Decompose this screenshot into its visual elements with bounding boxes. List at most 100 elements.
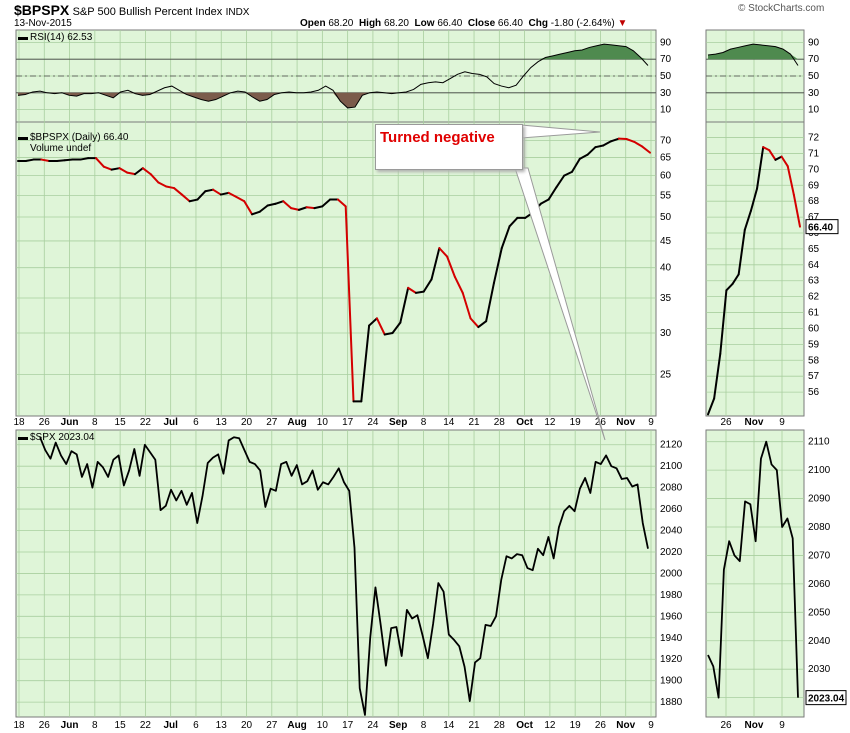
zoom-bpspx-segment	[719, 289, 728, 355]
y-tick-label-spx: 2000	[660, 568, 683, 579]
zoom-y-tick-label-spx: 2050	[808, 607, 831, 618]
zoom-y-tick-label-bp: 62	[808, 292, 820, 303]
high-label: High	[358, 18, 382, 29]
zoom-bpspx-segment	[786, 165, 795, 196]
zoom-y-tick-label-spx: 2070	[808, 550, 831, 561]
bpspx-segment	[578, 153, 589, 160]
zoom-bpspx-segment	[731, 273, 740, 285]
bpspx-segment	[313, 205, 324, 210]
chg-label: Chg	[528, 18, 548, 29]
x-tick-label-spx: Jul	[163, 720, 178, 731]
x-tick-label-spx: 13	[216, 720, 228, 731]
x-tick-label-bp: 28	[494, 417, 506, 428]
zoom-y-tick-label-bp: 65	[808, 244, 820, 255]
y-tick-label-spx: 1900	[660, 676, 683, 687]
y-tick-label-spx: 2060	[660, 504, 683, 515]
zoom-y-tick-label-rsi: 70	[808, 54, 820, 65]
rsi-line	[17, 43, 649, 109]
bpspx-segment	[461, 291, 472, 320]
bpspx-segment	[297, 206, 308, 211]
bpspx-segment	[212, 188, 222, 196]
y-tick-label-spx: 1960	[660, 611, 683, 622]
bpspx-segment	[118, 167, 129, 174]
chg-value: -1.80 (-2.64%)	[550, 18, 615, 29]
x-tick-label-spx: 15	[115, 720, 127, 731]
close-label: Close	[467, 18, 496, 29]
x-tick-label-spx: 22	[140, 720, 152, 731]
y-tick-label-bp: 60	[660, 171, 672, 182]
bpspx-segment	[547, 186, 558, 201]
bpspx-segment	[219, 191, 230, 196]
bpspx-segment	[422, 278, 433, 293]
y-tick-label-spx: 1980	[660, 590, 683, 601]
annotation-text: Turned negative	[380, 129, 495, 146]
zoom-y-tick-label-rsi: 10	[808, 105, 820, 116]
bpspx-segment	[407, 286, 417, 294]
bpspx-segment	[399, 286, 410, 324]
zoom-x-tick-label-bp: 26	[720, 417, 732, 428]
x-tick-label-spx: 8	[92, 720, 98, 731]
bpspx-segment	[539, 198, 550, 205]
zoom-y-tick-label-rsi: 30	[808, 88, 820, 99]
y-tick-label-spx: 2080	[660, 483, 683, 494]
bpspx-segment	[446, 255, 456, 278]
x-tick-label-bp: 20	[241, 417, 253, 428]
x-tick-label-bp: 9	[648, 417, 654, 428]
zoom-y-tick-label-bp: 60	[808, 323, 820, 334]
bpspx-segment	[134, 167, 144, 176]
spx-line	[39, 436, 649, 716]
bpspx-segment	[188, 198, 199, 203]
rsi-overbought-fill	[18, 44, 648, 60]
x-tick-label-spx: 26	[39, 720, 51, 731]
annotation-callout: Turned negative	[375, 124, 523, 170]
x-tick-label-spx: 19	[570, 720, 582, 731]
zoom-y-tick-label-spx: 2030	[808, 664, 831, 675]
bpspx-segment	[625, 138, 636, 143]
y-tick-label-rsi: 70	[660, 54, 672, 65]
bpspx-segment	[609, 137, 620, 143]
bpspx-segment	[258, 204, 269, 213]
x-tick-label-spx: 8	[421, 720, 427, 731]
y-tick-label-spx: 2020	[660, 547, 683, 558]
zoom-y-tick-label-bp: 56	[808, 387, 820, 398]
x-tick-label-bp: 6	[193, 417, 199, 428]
zoom-bpspx-segment	[749, 187, 759, 212]
x-tick-label-bp: 8	[92, 417, 98, 428]
bpspx-segment	[102, 165, 113, 171]
y-tick-label-bp: 55	[660, 190, 672, 201]
rsi-legend-swatch-icon: ▬	[18, 32, 28, 43]
bpspx-segment	[180, 193, 191, 203]
bpspx-segment	[227, 191, 238, 199]
x-tick-label-spx: 9	[648, 720, 654, 731]
zoom-rsi-line	[707, 43, 799, 66]
bpspx-segment	[282, 200, 293, 210]
high-value: 68.20	[383, 18, 409, 29]
zoom-y-tick-label-bp: 58	[808, 355, 820, 366]
zoom-bpspx-segment	[762, 146, 771, 152]
x-tick-label-spx: 18	[13, 720, 25, 731]
open-value: 68.20	[328, 18, 354, 29]
bpspx-segment	[430, 247, 441, 281]
close-value: 66.40	[497, 18, 523, 29]
bpspx-segment	[235, 196, 246, 203]
y-tick-label-bp: 40	[660, 263, 672, 274]
x-tick-label-bp: Oct	[516, 417, 533, 428]
x-tick-label-spx: 6	[193, 720, 199, 731]
bpspx-segment	[500, 225, 511, 250]
spx-last-price-label: 2023.04	[808, 694, 845, 705]
bpspx-segment	[391, 321, 402, 335]
bpspx-segment	[368, 317, 378, 327]
zoom-y-tick-label-spx: 2100	[808, 465, 831, 476]
zoom-y-tick-label-bp: 63	[808, 276, 820, 287]
zoom-bpspx-segment	[713, 352, 722, 400]
bpspx-segment	[126, 171, 137, 176]
zoom-y-tick-label-spx: 2080	[808, 522, 831, 533]
bpspx-segment	[344, 205, 355, 403]
x-tick-label-bp: 21	[468, 417, 480, 428]
bpspx-segment	[641, 145, 651, 154]
y-tick-label-spx: 2040	[660, 526, 683, 537]
x-tick-label-spx: 28	[494, 720, 506, 731]
bpspx-segment	[157, 181, 168, 188]
zoom-y-tick-label-bp: 70	[808, 164, 820, 175]
bpspx-segment	[570, 157, 581, 173]
